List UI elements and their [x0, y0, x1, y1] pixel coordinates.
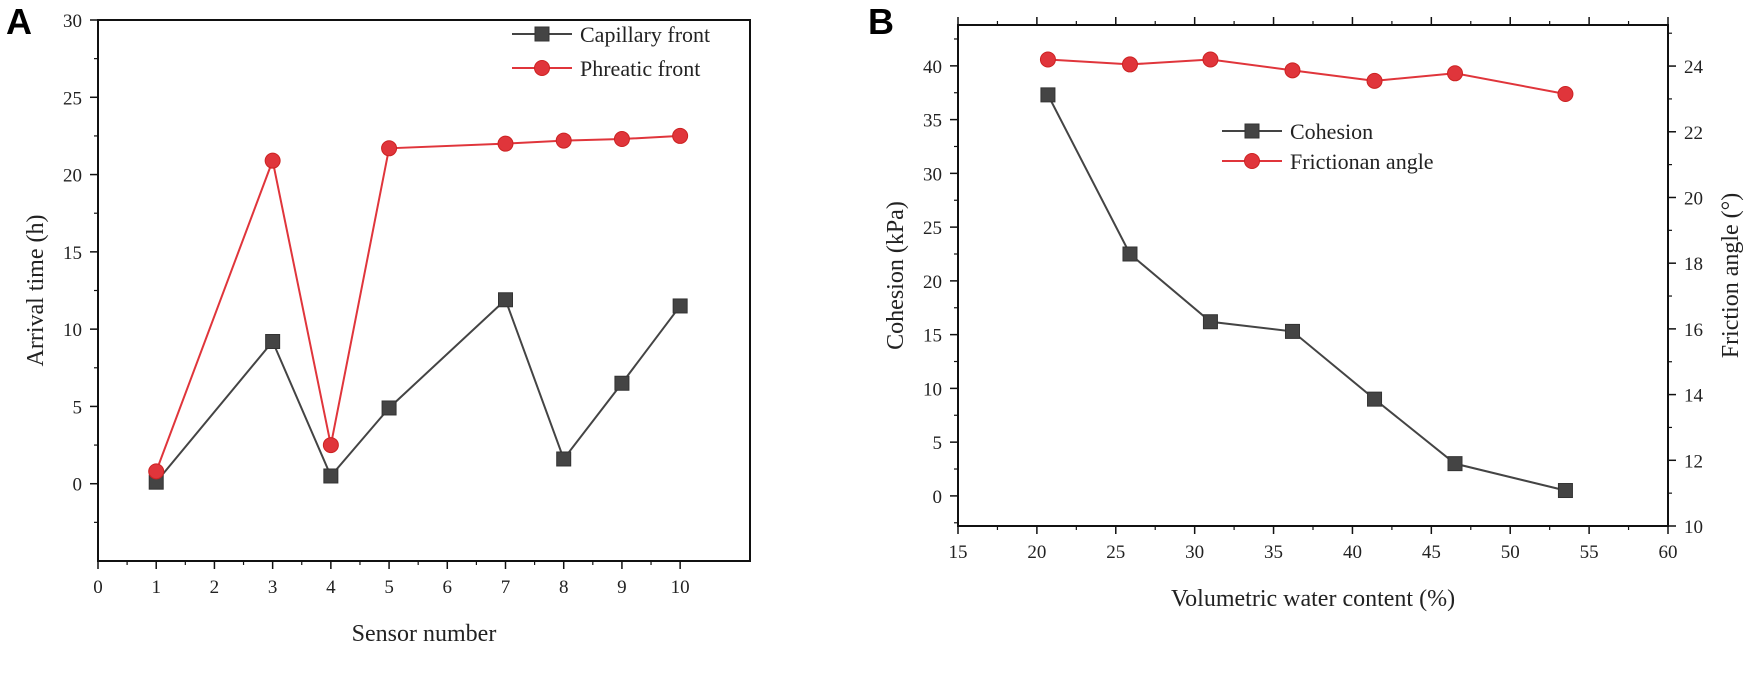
x-axis-label: Sensor number — [352, 621, 497, 647]
legend-label: Phreatic front — [580, 56, 700, 81]
y2-tick-label: 12 — [1684, 451, 1703, 472]
y-tick-label: 10 — [63, 320, 82, 341]
series-line — [155, 298, 681, 483]
series-frictionan-angle — [1039, 51, 1574, 102]
legend-label: Capillary front — [580, 22, 710, 47]
data-point — [498, 292, 513, 308]
y-tick-label: 5 — [73, 397, 83, 418]
data-point — [322, 437, 339, 454]
x-tick-label: 20 — [1027, 542, 1046, 563]
x-tick-label: 2 — [210, 577, 220, 598]
data-point — [381, 400, 397, 416]
x-tick-label: 8 — [559, 577, 569, 598]
data-point — [323, 468, 339, 484]
legend-marker — [534, 60, 550, 76]
legend-marker — [1244, 123, 1260, 139]
data-point — [1557, 483, 1573, 499]
data-point — [672, 298, 688, 314]
y-tick-label: 5 — [933, 433, 943, 454]
x-tick-label: 1 — [151, 577, 161, 598]
data-point — [1284, 62, 1301, 79]
data-point — [1366, 72, 1383, 89]
chart-b: 15 20 25 30 35 40 45 50 55 60 0 5 10 15 20 25 30 35 40 10 12… — [883, 17, 1744, 612]
x-tick-label: 0 — [93, 577, 103, 598]
x-tick-label: 25 — [1106, 542, 1125, 563]
data-point — [1121, 56, 1138, 73]
x-tick-label: 6 — [443, 577, 453, 598]
x-tick-label: 30 — [1185, 542, 1204, 563]
y-tick-label: 30 — [63, 11, 82, 32]
panel-label-a: A — [6, 1, 32, 42]
y2-tick-label: 14 — [1684, 386, 1704, 407]
y-tick-label: 40 — [923, 57, 942, 78]
x-tick-label: 45 — [1422, 542, 1441, 563]
data-point — [1557, 85, 1574, 102]
data-point — [1040, 87, 1056, 103]
data-point — [1039, 51, 1056, 68]
y2-tick-label: 20 — [1684, 188, 1703, 209]
series-line — [155, 134, 681, 472]
data-point — [555, 132, 572, 149]
x-tick-label: 5 — [384, 577, 394, 598]
x-tick-label: 35 — [1264, 542, 1283, 563]
data-point — [1367, 391, 1383, 407]
plot-frame — [97, 19, 751, 562]
data-point — [381, 140, 398, 157]
y2-tick-label: 16 — [1684, 320, 1703, 341]
y-tick-label: 15 — [63, 243, 82, 264]
legend-label: Frictionan angle — [1290, 149, 1434, 174]
x-tick-label: 7 — [501, 577, 511, 598]
x-tick-label: 40 — [1343, 542, 1362, 563]
y-tick-label: 20 — [63, 166, 82, 187]
y-tick-label: 15 — [923, 326, 942, 347]
y2-tick-label: 18 — [1684, 254, 1703, 275]
data-point — [613, 131, 630, 148]
data-point — [1284, 323, 1300, 339]
y-tick-label: 30 — [923, 164, 942, 185]
x-tick-label: 55 — [1580, 542, 1599, 563]
x-tick-label: 4 — [326, 577, 336, 598]
x-tick-label: 60 — [1659, 542, 1678, 563]
data-point — [1447, 65, 1463, 82]
data-point — [264, 152, 281, 169]
x-tick-label: 15 — [949, 542, 968, 563]
data-point — [1202, 314, 1218, 330]
y-tick-label: 35 — [923, 111, 942, 132]
panel-label-b: B — [868, 1, 894, 42]
data-point — [265, 334, 281, 350]
y-tick-label: 0 — [933, 487, 943, 508]
y-axis-label: Cohesion (kPa) — [883, 201, 909, 350]
x-tick-label: 50 — [1501, 542, 1520, 563]
y2-tick-label: 10 — [1684, 517, 1703, 538]
y-tick-label: 25 — [923, 218, 942, 239]
y2-tick-label: 24 — [1684, 57, 1704, 78]
data-point — [1202, 51, 1219, 68]
legend-label: Cohesion — [1290, 119, 1373, 144]
legend-marker — [1244, 153, 1260, 169]
data-point — [497, 135, 514, 152]
x-axis-label: Volumetric water content (%) — [1171, 586, 1455, 612]
series-capillary-front — [148, 292, 688, 490]
data-point — [1447, 456, 1463, 472]
y-axis-label: Arrival time (h) — [23, 215, 49, 367]
y-tick-label: 25 — [63, 88, 82, 109]
y-tick-label: 0 — [73, 475, 83, 496]
y-tick-label: 10 — [923, 379, 942, 400]
data-point — [672, 127, 689, 144]
data-point — [1122, 246, 1138, 262]
x-tick-label: 10 — [671, 577, 690, 598]
data-point — [614, 375, 630, 391]
legend-marker — [534, 26, 550, 42]
data-point — [556, 451, 572, 467]
series-phreatic-front — [148, 127, 689, 480]
y2-tick-label: 22 — [1684, 123, 1703, 144]
x-tick-label: 9 — [617, 577, 627, 598]
chart-a: 0 1 2 3 4 5 6 7 8 9 10 0 5 10 15 20 25 30 Sensor number Arr… — [23, 11, 751, 647]
series-cohesion — [1040, 87, 1573, 499]
x-tick-label: 3 — [268, 577, 278, 598]
data-point — [148, 463, 165, 480]
y-tick-label: 20 — [923, 272, 942, 293]
y2-axis-label: Friction angle (°) — [1718, 193, 1744, 359]
